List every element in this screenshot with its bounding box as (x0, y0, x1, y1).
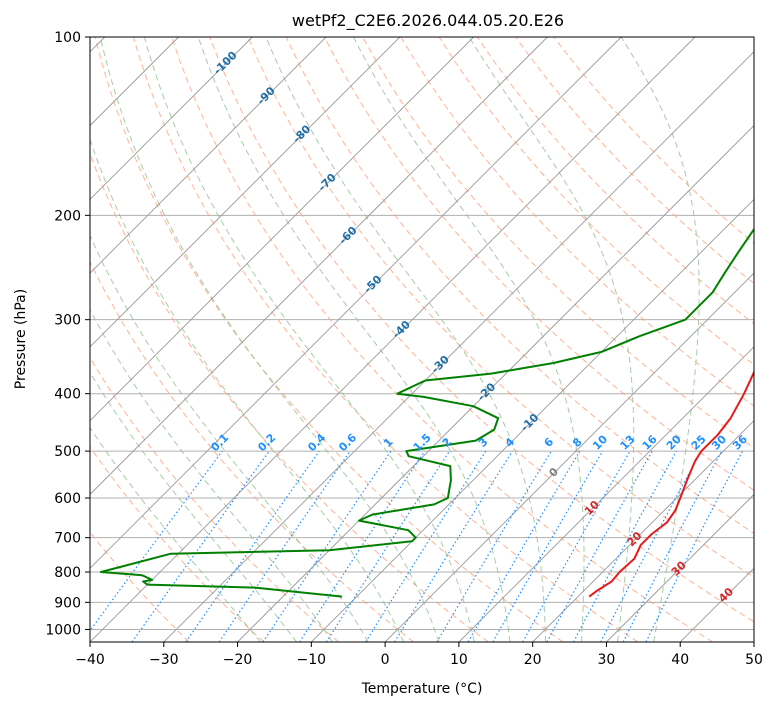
plot-frame (89, 36, 755, 643)
y-tick-label: 500 (54, 444, 81, 460)
mixing-ratio-line (299, 450, 426, 642)
isotherms (90, 37, 754, 642)
y-tick-label: 800 (54, 565, 81, 581)
mixing-ratio-line (572, 450, 677, 642)
mixing-ratio-line (185, 450, 320, 642)
moist-adiabat-line (90, 234, 369, 642)
dry-adiabat-line (90, 356, 339, 642)
dry-adiabat-line (132, 37, 639, 642)
isotherm-line (384, 272, 754, 642)
dry-adiabat-line (247, 37, 754, 578)
dry-adiabat-line (90, 260, 414, 642)
y-tick-label: 300 (54, 313, 81, 329)
sounding-profiles (99, 227, 754, 598)
dewpoint-profile-line (99, 227, 754, 598)
isotherm-line (458, 346, 754, 642)
mixing-ratio-line (131, 450, 270, 642)
moist-adiabat-line (90, 426, 261, 642)
y-tick-label: 700 (54, 531, 81, 547)
dry-adiabat-line (438, 37, 754, 366)
isotherm-line (90, 37, 696, 642)
x-axis: −40 −30 −20 −10 0 10 20 30 40 50 (75, 642, 763, 668)
y-tick-label: 400 (54, 387, 81, 403)
y-axis-title: Pressure (hPa) (13, 289, 29, 389)
x-tick-label: 0 (381, 652, 390, 668)
moist-adiabat-line (353, 37, 585, 642)
x-tick-label: 40 (671, 652, 689, 668)
dry-adiabats (90, 37, 754, 642)
isotherm-line (532, 420, 754, 642)
mixing-ratio-line (325, 450, 450, 642)
y-tick-label: 1000 (45, 622, 81, 638)
isotherm-line (606, 493, 754, 642)
isotherm-line (90, 37, 253, 200)
mixing-ratio-line (645, 450, 744, 642)
x-tick-label: 10 (450, 652, 468, 668)
mixing-ratio-lines (90, 450, 744, 642)
y-tick-label: 900 (54, 595, 81, 611)
temperature-profile-line (588, 369, 754, 598)
dry-adiabat-line (90, 446, 265, 642)
isotherm-line (237, 124, 754, 642)
y-axis: 100 200 300 400 500 600 700 800 900 1000 (45, 30, 90, 638)
isotherm-line (90, 37, 474, 422)
mixing-ratio-line (262, 450, 392, 642)
isotherm-line (90, 37, 548, 496)
x-tick-label: 50 (745, 652, 763, 668)
moist-adiabat-line (265, 37, 547, 642)
y-tick-label: 100 (54, 30, 81, 46)
mixing-ratio-line (546, 450, 653, 642)
dry-adiabat-line (323, 37, 754, 491)
y-tick-label: 200 (54, 208, 81, 224)
x-tick-label: −10 (297, 652, 327, 668)
dry-adiabat-line (94, 37, 564, 642)
chart-title: wetPf2_C2E6.2026.044.05.20.E26 (292, 11, 564, 31)
isotherm-line (753, 641, 754, 642)
y-tick-label: 600 (54, 491, 81, 507)
moist-adiabat-line (90, 308, 333, 642)
x-tick-label: −30 (149, 652, 179, 668)
moist-adiabat-line (90, 137, 405, 642)
mixing-ratio-line (90, 450, 223, 632)
dry-adiabat-line (476, 37, 754, 325)
mixing-ratio-line (394, 450, 513, 642)
x-axis-title: Temperature (°C) (361, 681, 483, 697)
moist-adiabat-line (620, 37, 700, 642)
isotherm-line (90, 37, 622, 569)
isotherm-line (90, 37, 327, 274)
dry-adiabat-line (515, 37, 754, 285)
dry-adiabat-line (209, 37, 754, 623)
dry-adiabat-line (285, 37, 754, 535)
mixing-ratio-line (522, 450, 631, 642)
x-tick-label: 20 (524, 652, 542, 668)
isotherm-line (90, 37, 401, 348)
mixing-ratio-line (218, 450, 351, 642)
x-tick-label: 30 (598, 652, 616, 668)
moist-adiabat-line (197, 37, 511, 642)
dry-adiabat-line (171, 37, 713, 642)
x-tick-label: −40 (75, 652, 105, 668)
x-tick-label: −20 (223, 652, 253, 668)
isotherm-line (163, 51, 754, 642)
pressure-gridlines (90, 37, 754, 630)
moist-adiabat-line (143, 37, 475, 642)
moist-adiabat-line (99, 37, 440, 642)
moist-adiabat-line (90, 371, 297, 642)
